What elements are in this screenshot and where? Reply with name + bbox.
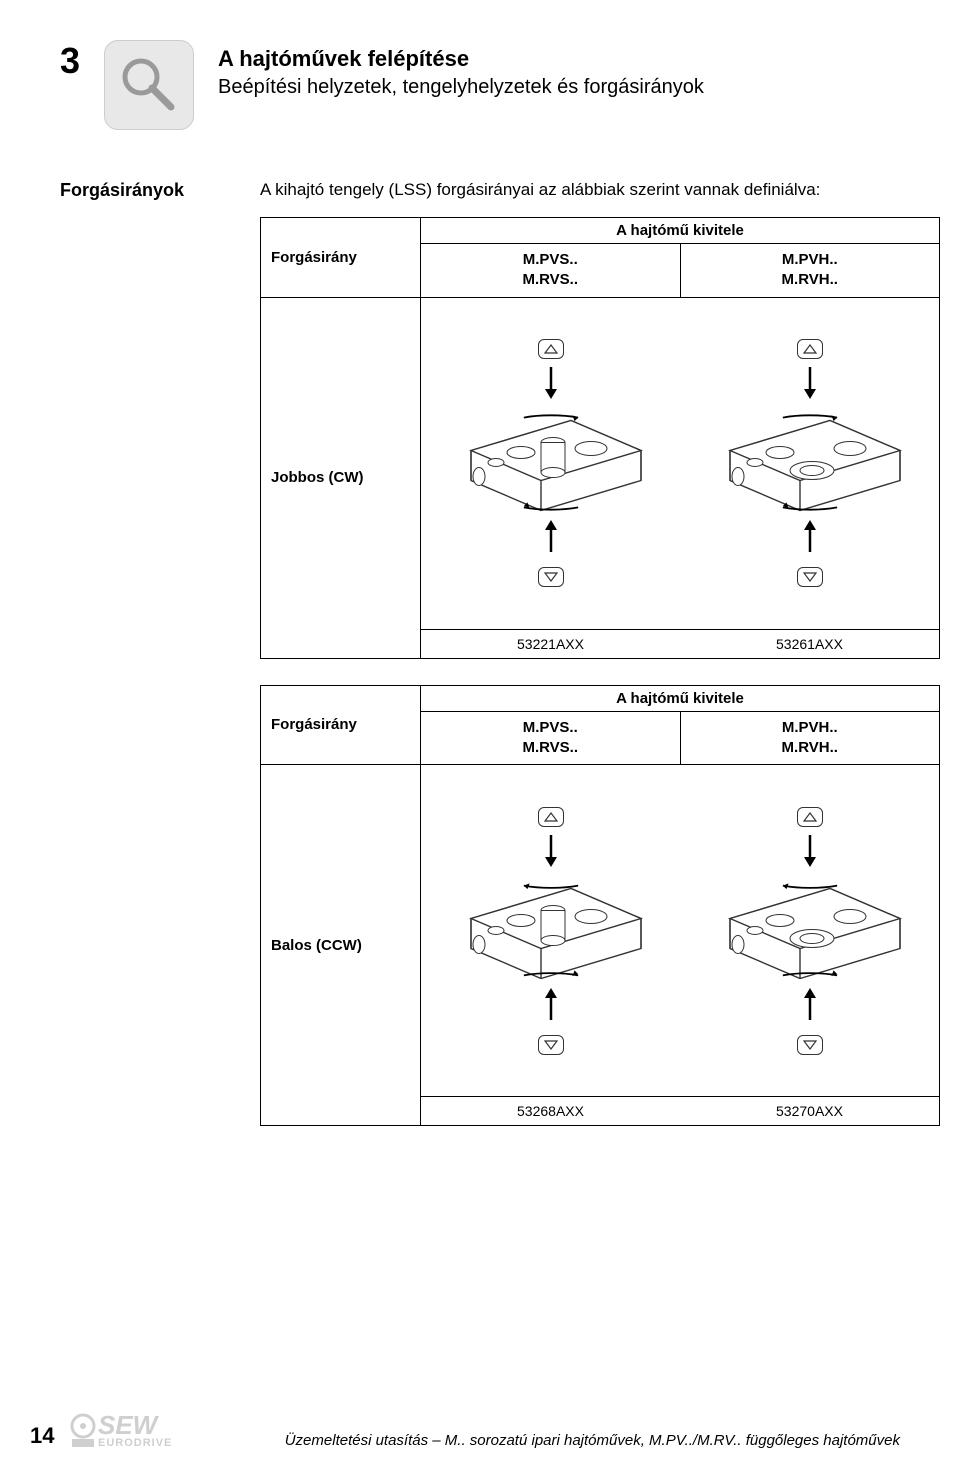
diagram-ccw-right [680,765,939,1096]
table-row-header: Forgásirány [261,686,421,765]
section-number: 3 [60,40,80,82]
section-subtitle: Beépítési helyzetek, tengelyhelyzetek és… [218,76,704,99]
tables-container: Forgásirány A hajtómű kivitele M.PVS..M.… [260,217,940,1126]
rotation-table-ccw: Forgásirány A hajtómű kivitele M.PVS..M.… [260,685,940,1127]
table-col1-header: M.PVS..M.RVS.. [421,244,680,297]
table-col2-header: M.PVH..M.RVH.. [680,244,940,297]
table-span-header: A hajtómű kivitele [421,218,939,244]
sew-logo: SEW EURODRIVE [70,1412,172,1449]
diagram-cw-left [421,298,680,629]
section-title: A hajtóművek felépítése [218,46,704,72]
diagram-ccw-left [421,765,680,1096]
footer-text: Üzemeltetési utasítás – M.. sorozatú ipa… [172,1432,900,1449]
side-heading: Forgásirányok [60,180,230,201]
page-number: 14 [30,1423,70,1449]
magnifier-icon [104,40,194,130]
table-col2-header: M.PVH..M.RVH.. [680,712,940,765]
diagram-cw-right [680,298,939,629]
direction-label-cw: Jobbos (CW) [261,298,421,658]
page-footer: 14 SEW EURODRIVE Üzemeltetési utasítás –… [0,1412,960,1449]
figure-ref: 53221AXX [421,630,680,658]
table-col1-header: M.PVS..M.RVS.. [421,712,680,765]
figure-ref: 53261AXX [680,630,939,658]
figure-ref: 53270AXX [680,1097,939,1125]
page-header: 3 A hajtóművek felépítése Beépítési hely… [60,40,900,130]
figure-ref: 53268AXX [421,1097,680,1125]
rotation-table-cw: Forgásirány A hajtómű kivitele M.PVS..M.… [260,217,940,659]
logo-text-top: SEW [98,1412,172,1438]
table-row-header: Forgásirány [261,218,421,297]
direction-label-ccw: Balos (CCW) [261,765,421,1125]
intro-text: A kihajtó tengely (LSS) forgásirányai az… [260,180,820,201]
table-span-header: A hajtómű kivitele [421,686,939,712]
intro-row: Forgásirányok A kihajtó tengely (LSS) fo… [60,180,900,201]
logo-text-bottom: EURODRIVE [98,1438,172,1449]
